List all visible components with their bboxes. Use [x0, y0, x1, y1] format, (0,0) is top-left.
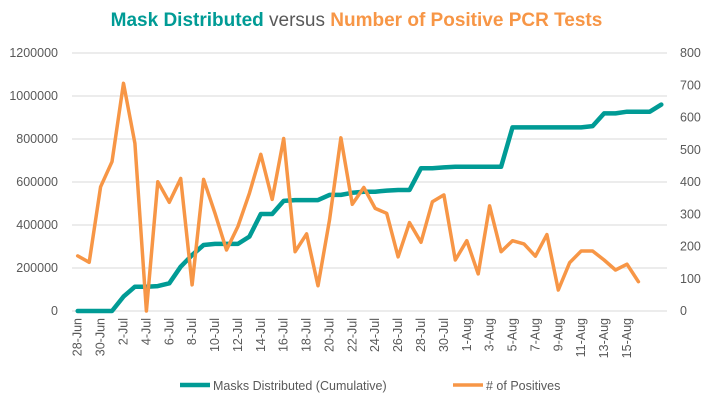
x-tick-label: 26-Jul — [391, 318, 405, 352]
legend-label: # of Positives — [486, 379, 560, 393]
x-tick-label: 14-Jul — [254, 318, 268, 352]
legend-label: Masks Distributed (Cumulative) — [213, 379, 387, 393]
x-tick-label: 1-Aug — [460, 318, 474, 351]
x-tick-label: 30-Jul — [437, 318, 451, 352]
x-tick-label: 6-Jul — [162, 318, 176, 345]
x-tick-label: 24-Jul — [368, 318, 382, 352]
x-tick-label: 18-Jul — [300, 318, 314, 352]
y-right-tick-label: 0 — [680, 304, 687, 318]
series-line-masks — [75, 102, 664, 314]
x-tick-label: 5-Aug — [506, 318, 520, 351]
y-right-tick-label: 700 — [680, 78, 701, 92]
x-tick-label: 20-Jul — [322, 318, 336, 352]
title-masks: Mask Distributed — [110, 10, 264, 31]
x-tick-label: 4-Jul — [139, 318, 153, 345]
x-tick-label: 22-Jul — [345, 318, 359, 352]
y-left-tick-label: 1000000 — [9, 89, 58, 103]
y-left-tick-label: 600000 — [16, 175, 58, 189]
x-tick-label: 15-Aug — [620, 318, 634, 358]
x-tick-label: 30-Jun — [94, 318, 108, 356]
y-right-tick-label: 600 — [680, 111, 701, 125]
x-tick-label: 28-Jul — [414, 318, 428, 352]
x-tick-label: 13-Aug — [597, 318, 611, 358]
x-tick-label: 11-Aug — [574, 318, 588, 357]
y-left-tick-label: 0 — [51, 304, 58, 318]
chart-title: Mask Distributed versus Number of Positi… — [0, 10, 713, 32]
y-left-tick-label: 1200000 — [9, 46, 58, 60]
x-tick-label: 28-Jun — [71, 318, 85, 356]
title-positives: Number of Positive PCR Tests — [330, 10, 603, 31]
y-right-tick-label: 400 — [680, 175, 701, 189]
y-left-tick-label: 800000 — [16, 132, 58, 146]
x-tick-label: 10-Jul — [208, 318, 222, 352]
y-left-tick-label: 400000 — [16, 218, 58, 232]
x-tick-label: 16-Jul — [277, 318, 291, 352]
y-right-tick-label: 100 — [680, 272, 701, 286]
x-tick-label: 8-Jul — [185, 318, 199, 345]
y-right-tick-label: 500 — [680, 143, 701, 157]
x-tick-label: 12-Jul — [231, 318, 245, 352]
x-tick-label: 9-Aug — [551, 318, 565, 351]
y-right-tick-label: 300 — [680, 207, 701, 221]
x-tick-label: 7-Aug — [528, 318, 542, 351]
title-versus: versus — [263, 10, 331, 31]
series-line-positives — [75, 81, 641, 313]
y-right-tick-label: 200 — [680, 240, 701, 254]
x-tick-label: 3-Aug — [483, 318, 497, 351]
x-tick-label: 2-Jul — [116, 318, 130, 345]
y-left-tick-label: 200000 — [16, 261, 58, 275]
y-right-tick-label: 800 — [680, 46, 701, 60]
